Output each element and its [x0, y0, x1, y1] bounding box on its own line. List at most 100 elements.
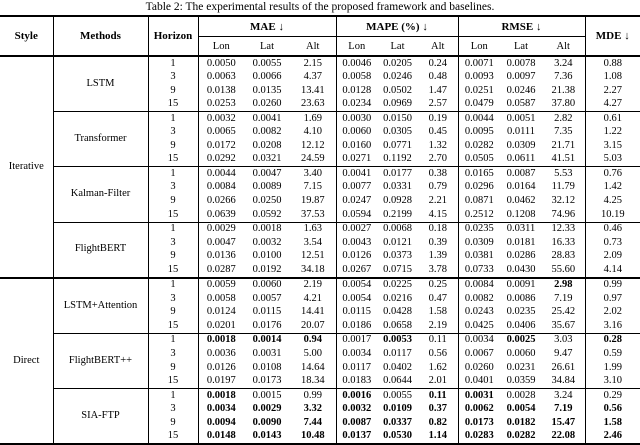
value-cell-mae-alt: 2.15 [290, 55, 337, 71]
value-cell-mae-lon: 0.0253 [206, 98, 236, 110]
value-cell-mae-alt: 4.10 [290, 125, 337, 140]
table-row: 3 0.0047 0.0032 3.54 0.0043 0.0121 0.39 0.0309 0… [0, 236, 640, 250]
value-cell-rmse-alt: 32.12 [542, 194, 586, 209]
value-cell-mape-lat: 0.0121 [383, 236, 412, 248]
method-cell: SIA-FTP [53, 388, 149, 445]
value-cell-mape-lat: 0.0928 [383, 194, 412, 206]
value-cell-mde: 1.22 [603, 126, 622, 138]
value-cell-mae-alt: 10.48 [290, 429, 337, 445]
value-cell-mape-alt: 1.62 [418, 361, 459, 375]
horizon-cell: 9 [148, 139, 199, 153]
value-cell-rmse-lon: 0.0479 [464, 98, 494, 110]
value-cell-rmse-alt: 55.60 [542, 263, 586, 278]
sub-header-alt: Alt [290, 36, 337, 57]
value-cell-rmse-lon: 0.0044 [458, 111, 500, 126]
table-row: 9 0.0138 0.0135 13.41 0.0128 0.0502 1.47 0.0251… [0, 84, 640, 98]
table-row: 3 0.0063 0.0066 4.37 0.0058 0.0246 0.48 0.0093 0… [0, 70, 640, 85]
value-cell-mape-alt: 1.47 [418, 84, 459, 98]
value-cell-mae-alt: 14.41 [290, 305, 337, 320]
value-cell-mape-lat: 0.0109 [383, 403, 412, 415]
horizon-cell: 3 [148, 180, 199, 195]
value-cell-rmse-lon: 0.0425 [464, 319, 494, 331]
value-cell-mae-lat: 0.0208 [252, 139, 282, 151]
value-cell-mae-lat: 0.0057 [252, 292, 282, 304]
value-cell-mae-lat: 0.0135 [252, 84, 282, 96]
value-cell-mae-lat: 0.0041 [244, 111, 290, 126]
table-row: 9 0.0172 0.0208 12.12 0.0160 0.0771 1.32 0.0282… [0, 139, 640, 153]
value-cell-mae-lon: 0.0287 [206, 263, 236, 275]
value-cell-mape-alt: 0.47 [418, 292, 459, 306]
horizon-cell: 15 [148, 208, 199, 223]
value-cell-rmse-lon: 0.0173 [464, 416, 494, 428]
value-cell-mae-alt: 24.59 [290, 152, 337, 167]
value-cell-mae-lon: 0.0032 [198, 111, 244, 126]
table-row: 3 0.0036 0.0031 5.00 0.0034 0.0117 0.56 0.0067 0… [0, 347, 640, 362]
value-cell-rmse-lon: 0.0296 [464, 181, 494, 193]
value-cell-mape-lon: 0.0058 [342, 71, 372, 83]
value-cell-rmse-lat: 0.0054 [506, 403, 536, 415]
value-cell-mae-lat: 0.0089 [252, 181, 282, 193]
value-cell-rmse-lon: 0.0093 [464, 71, 494, 83]
value-cell-rmse-lon: 0.2512 [464, 208, 494, 220]
sub-header-lon: Lon [458, 36, 500, 57]
value-cell-mde: 3.15 [603, 139, 622, 151]
value-cell-mape-alt: 1.32 [418, 139, 459, 153]
value-cell-rmse-lat: 0.0086 [506, 292, 536, 304]
value-cell-mde: 3.16 [603, 319, 622, 331]
value-cell-mape-lat: 0.0205 [377, 55, 418, 71]
value-cell-mae-alt: 1.69 [290, 111, 337, 126]
value-cell-rmse-lat: 0.0235 [506, 306, 536, 318]
value-cell-rmse-alt: 25.42 [542, 305, 586, 320]
value-cell-mae-lat: 0.0143 [252, 430, 282, 442]
value-cell-mae-lon: 0.0126 [206, 361, 236, 373]
table-row: 9 0.0266 0.0250 19.87 0.0247 0.0928 2.21 0.0871… [0, 194, 640, 209]
table-row: 15 0.0201 0.0176 20.07 0.0186 0.0658 2.19 0.042… [0, 319, 640, 334]
value-cell-mape-lon: 0.0186 [342, 319, 372, 331]
value-cell-rmse-alt: 11.79 [542, 180, 586, 195]
value-cell-mae-lon: 0.0034 [206, 403, 236, 415]
value-cell-rmse-lat: 0.0164 [506, 181, 536, 193]
value-cell-mape-alt: 1.39 [418, 249, 459, 264]
value-cell-mape-lat: 0.0117 [383, 348, 412, 359]
value-cell-mape-lon: 0.0117 [342, 361, 372, 373]
value-cell-mape-lon: 0.0128 [342, 84, 372, 96]
value-cell-rmse-alt: 5.53 [542, 166, 586, 181]
value-cell-mde: 0.28 [585, 332, 640, 348]
value-cell-mape-lat: 0.0337 [383, 416, 412, 428]
value-cell-mae-lon: 0.0148 [206, 430, 236, 442]
value-cell-mape-lat: 0.0644 [383, 375, 412, 387]
value-cell-mae-lat: 0.0100 [252, 250, 282, 262]
value-cell-mde: 0.73 [603, 236, 622, 248]
value-cell-mde: 0.56 [603, 403, 622, 415]
value-cell-mae-lat: 0.0031 [252, 348, 282, 359]
style-cell: Direct [0, 276, 54, 445]
value-cell-rmse-lat: 0.0051 [500, 111, 542, 126]
value-cell-mape-lon: 0.0054 [342, 292, 372, 304]
value-cell-mde: 1.58 [603, 416, 622, 428]
value-cell-rmse-lat: 0.0025 [500, 332, 542, 348]
value-cell-mae-lat: 0.0108 [252, 361, 282, 373]
value-cell-mape-alt: 0.38 [418, 166, 459, 181]
table-row: 15 0.0292 0.0321 24.59 0.0271 0.1192 2.70 0.050… [0, 152, 640, 167]
horizon-cell: 9 [148, 416, 199, 430]
value-cell-rmse-lat: 0.0087 [500, 166, 542, 181]
value-cell-mape-lon: 0.0594 [342, 208, 372, 220]
value-cell-rmse-alt: 3.24 [542, 388, 586, 403]
sub-header-alt: Alt [542, 36, 586, 57]
value-cell-mape-lat: 0.0715 [383, 263, 412, 275]
value-cell-rmse-lat: 0.0231 [506, 361, 536, 373]
value-cell-mae-lon: 0.0044 [198, 166, 244, 181]
horizon-cell: 1 [148, 388, 199, 403]
value-cell-rmse-lon: 0.0034 [458, 332, 500, 348]
value-cell-rmse-alt: 7.36 [542, 70, 586, 85]
value-cell-rmse-lon: 0.0260 [464, 361, 494, 373]
value-cell-mae-lon: 0.0292 [206, 153, 236, 165]
value-cell-mae-lat: 0.0047 [244, 166, 290, 181]
value-cell-mape-lon: 0.0054 [336, 276, 377, 293]
value-cell-mae-lon: 0.0047 [206, 236, 236, 248]
value-cell-mape-alt: 0.18 [418, 221, 459, 237]
col-header-style: Style [0, 16, 54, 57]
value-cell-mape-lat: 0.0331 [383, 181, 412, 193]
value-cell-mape-lon: 0.0247 [342, 194, 372, 206]
value-cell-rmse-lon: 0.0381 [464, 250, 494, 262]
